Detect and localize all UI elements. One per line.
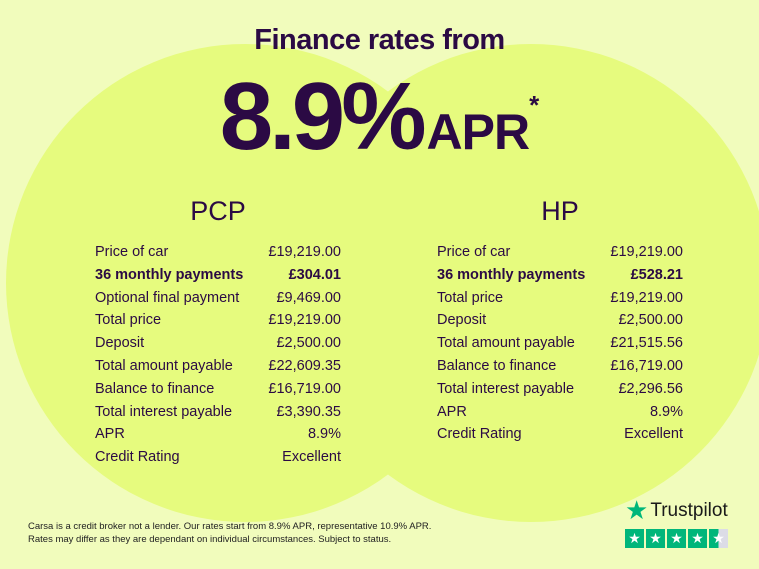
row-value: Excellent [282,449,341,466]
table-row: Total interest payable £3,390.35 [95,401,341,424]
row-label: Total price [437,289,504,306]
pcp-table: PCP Price of car £19,219.00 36 monthly pay… [95,196,341,469]
table-row: 36 monthly payments £304.01 [95,264,341,287]
row-value: £19,219.00 [610,244,683,260]
row-value: £528.21 [630,266,683,283]
row-value: £3,390.35 [276,403,341,420]
row-label: APR [437,403,467,420]
table-row: APR 8.9% [437,401,683,424]
row-label: 36 monthly payments [95,266,244,283]
row-label: Total price [95,312,162,329]
pcp-title: PCP [190,196,246,226]
disclaimer: Carsa is a credit broker not a lender. O… [28,520,431,546]
star-icon: ★ [688,529,707,548]
disclaimer-line: Rates may differ as they are dependant o… [28,534,392,545]
row-label: Credit Rating [437,426,522,443]
table-row: Balance to finance £16,719.00 [437,355,683,378]
row-label: Balance to finance [437,357,557,374]
row-value: £19,219.00 [268,244,341,260]
headline: Finance rates from [254,24,505,56]
table-row: Price of car £19,219.00 [95,241,341,264]
table-row: APR 8.9% [95,423,341,446]
apr-rate: 8.9%APR* [0,62,759,172]
row-label: APR [95,426,125,443]
table-row: Credit Rating Excellent [437,423,683,446]
rating-stars: ★ ★ ★ ★ ★ [625,529,728,548]
row-label: Optional final payment [95,289,240,306]
table-row: 36 monthly payments £528.21 [437,264,683,287]
star-icon: ★ [667,529,686,548]
row-label: Total interest payable [95,403,233,420]
row-value: £19,219.00 [268,312,341,329]
table-row: Optional final payment £9,469.00 [95,287,341,310]
table-row: Deposit £2,500.00 [95,332,341,355]
star-icon: ★ [646,529,665,548]
rate-value: 8.9% [219,63,427,170]
row-value: £21,515.56 [610,335,683,352]
row-value: 8.9% [649,403,683,420]
table-row: Balance to finance £16,719.00 [95,378,341,401]
star-icon: ★ [625,495,649,525]
half-star-icon: ★ [709,529,728,548]
hp-title: HP [541,196,579,226]
star-icon: ★ [625,529,644,548]
row-label: Total interest payable [437,380,575,397]
asterisk: * [529,90,540,120]
row-value: £22,609.35 [268,357,341,374]
table-row: Total amount payable £21,515.56 [437,332,683,355]
decorative-circle-right [292,44,759,522]
table-row: Price of car £19,219.00 [437,241,683,264]
table-row: Total amount payable £22,609.35 [95,355,341,378]
row-value: Excellent [624,426,683,443]
table-row: Credit Rating Excellent [95,446,341,469]
row-value: £2,500.00 [618,312,683,329]
row-label: Price of car [437,244,511,260]
hp-table: HP Price of car £19,219.00 36 monthly paym… [437,196,683,446]
row-label: Total amount payable [95,357,233,374]
table-row: Total price £19,219.00 [95,309,341,332]
rate-suffix: APR [426,104,531,160]
disclaimer-line: Carsa is a credit broker not a lender. O… [28,521,432,532]
row-value: £2,296.56 [618,380,683,397]
table-row: Total price £19,219.00 [437,287,683,310]
row-value: £9,469.00 [276,289,341,306]
row-value: £304.01 [288,266,341,283]
row-label: Total amount payable [437,335,575,352]
row-label: Price of car [95,244,169,260]
row-label: Deposit [95,335,145,352]
row-label: Balance to finance [95,380,215,397]
row-label: 36 monthly payments [437,266,586,283]
row-value: £16,719.00 [610,357,683,374]
table-row: Deposit £2,500.00 [437,309,683,332]
row-value: £19,219.00 [610,289,683,306]
trustpilot-name: Trustpilot [650,499,728,521]
trustpilot-badge[interactable]: ★ Trustpilot ★ ★ ★ ★ ★ [625,495,728,548]
table-row: Total interest payable £2,296.56 [437,378,683,401]
row-label: Credit Rating [95,449,180,466]
row-value: 8.9% [307,426,341,443]
row-value: £2,500.00 [276,335,341,352]
row-value: £16,719.00 [268,380,341,397]
row-label: Deposit [437,312,487,329]
